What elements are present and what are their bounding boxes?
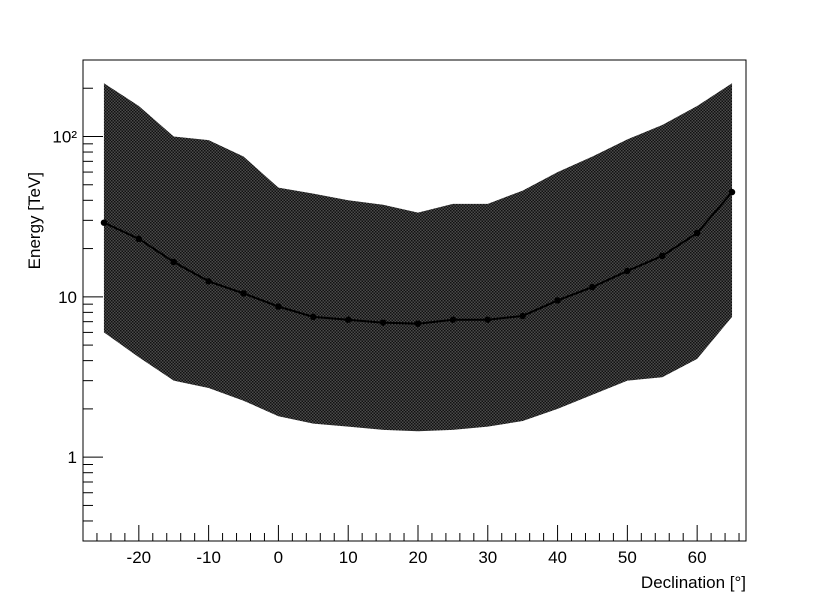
data-point — [728, 188, 736, 196]
data-point — [379, 319, 387, 326]
x-tick-label: 10 — [339, 548, 358, 567]
x-axis-title: Declination [°] — [641, 573, 746, 592]
data-point — [100, 219, 108, 226]
data-point — [310, 313, 317, 321]
y-tick-label: 1 — [68, 448, 77, 467]
data-point — [659, 252, 666, 260]
data-point — [589, 283, 596, 291]
data-point — [484, 316, 491, 323]
data-point — [345, 316, 352, 323]
plot-frame — [82, 59, 747, 542]
confidence-band — [103, 83, 733, 432]
x-tick-label: 60 — [688, 548, 707, 567]
series-line-layer — [100, 188, 736, 327]
data-point — [240, 290, 247, 297]
x-tick-label: 0 — [274, 548, 283, 567]
data-point — [205, 278, 212, 285]
y-tick-label: 10 — [58, 288, 77, 307]
x-tick-label: -20 — [127, 548, 152, 567]
data-point — [135, 235, 143, 243]
x-tick-label: -10 — [196, 548, 221, 567]
data-point — [693, 229, 701, 237]
data-point — [449, 316, 457, 323]
x-tick-label: 50 — [618, 548, 637, 567]
confidence-band-layer — [103, 83, 733, 432]
data-point — [519, 312, 526, 320]
data-point — [554, 297, 561, 304]
data-point — [170, 258, 177, 266]
x-tick-label: 30 — [478, 548, 497, 567]
x-tick-label: 20 — [409, 548, 428, 567]
axes: -20 -10 0 10 20 30 40 50 60 1 10 10² — [52, 59, 747, 567]
x-tick-label: 40 — [548, 548, 567, 567]
y-axis-title: Energy [TeV] — [25, 172, 44, 269]
data-point — [624, 267, 631, 275]
data-point — [275, 303, 282, 310]
data-point — [414, 320, 422, 327]
y-tick-label: 10² — [52, 127, 77, 146]
